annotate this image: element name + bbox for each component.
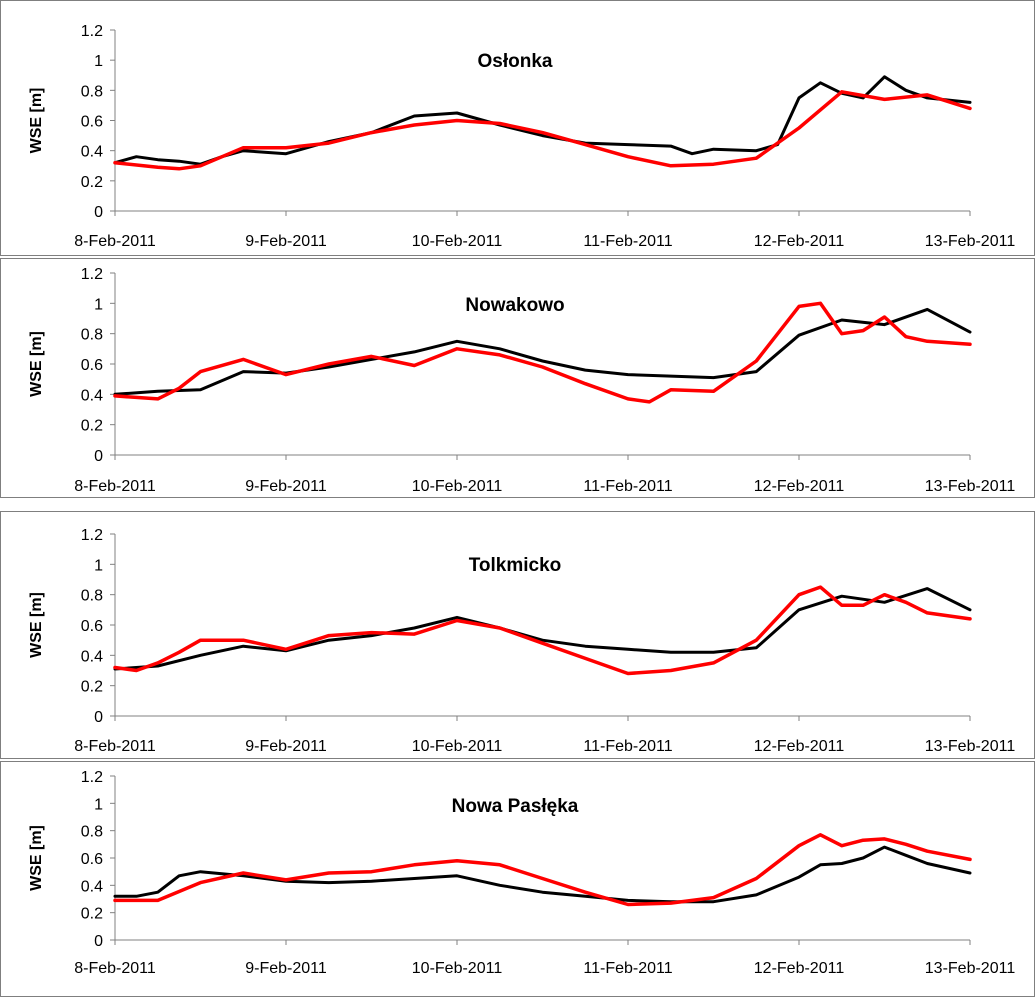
chart-title: Nowa Pasłęka xyxy=(452,796,579,817)
x-tick-label: 8-Feb-2011 xyxy=(74,960,156,977)
chart-title: Nowakowo xyxy=(465,295,564,316)
x-tick-label: 9-Feb-2011 xyxy=(245,478,327,495)
y-axis-title: WSE [m] xyxy=(28,88,45,154)
y-axis-title: WSE [m] xyxy=(28,592,45,658)
x-tick-label: 13-Feb-2011 xyxy=(925,960,1016,977)
x-tick-label: 13-Feb-2011 xyxy=(925,233,1016,250)
x-tick-label: 12-Feb-2011 xyxy=(754,233,845,250)
y-axis-title: WSE [m] xyxy=(28,825,45,891)
y-tick-label: 0.2 xyxy=(81,906,103,923)
y-tick-label: 0 xyxy=(94,448,103,465)
x-tick-label: 13-Feb-2011 xyxy=(925,738,1016,755)
y-tick-label: 0.2 xyxy=(81,174,103,191)
x-tick-label: 11-Feb-2011 xyxy=(583,233,672,250)
y-tick-label: 0.6 xyxy=(81,851,103,868)
y-tick-label: 0 xyxy=(94,933,103,950)
y-tick-label: 1.2 xyxy=(81,527,103,544)
chart-svg: 0 0.2 0.4 0.6 0.8 1 1.2 8-Feb-2011 9-Feb-2011 10-… xyxy=(28,769,1016,977)
x-tick-label: 11-Feb-2011 xyxy=(583,738,672,755)
modelled-series-line xyxy=(113,585,972,676)
x-tick-label: 8-Feb-2011 xyxy=(74,233,156,250)
y-axis-title: WSE [m] xyxy=(28,331,45,397)
y-tick-label: 0.4 xyxy=(81,648,103,665)
y-tick-label: 0.8 xyxy=(81,824,103,841)
y-tick-label: 1.2 xyxy=(81,769,103,786)
x-tick-label: 10-Feb-2011 xyxy=(412,478,503,495)
chart-panel-oslonka: 0 0.2 0.4 0.6 0.8 1 1.2 8-Feb-2011 9-Feb-2011 10-… xyxy=(0,0,1035,256)
chart-panel-nowakowo: 0 0.2 0.4 0.6 0.8 1 1.2 8-Feb-2011 9-Feb-2011 10-… xyxy=(0,258,1035,498)
observed-series-line xyxy=(113,845,972,904)
chart-svg: 0 0.2 0.4 0.6 0.8 1 1.2 8-Feb-2011 9-Feb-2011 10-… xyxy=(28,23,1016,250)
y-tick-label: 0.2 xyxy=(81,679,103,696)
x-tick-label: 9-Feb-2011 xyxy=(245,233,327,250)
chart-panel-nowa-pasleka: 0 0.2 0.4 0.6 0.8 1 1.2 8-Feb-2011 9-Feb-2011 10-… xyxy=(0,761,1035,997)
x-tick-label: 8-Feb-2011 xyxy=(74,738,156,755)
x-tick-label: 9-Feb-2011 xyxy=(245,738,327,755)
x-tick-label: 10-Feb-2011 xyxy=(412,960,503,977)
y-tick-label: 0.4 xyxy=(81,878,103,895)
y-tick-label: 0.4 xyxy=(81,387,103,404)
observed-series-line xyxy=(113,75,972,166)
chart-svg: 0 0.2 0.4 0.6 0.8 1 1.2 8-Feb-2011 9-Feb-2011 10-… xyxy=(28,266,1016,495)
y-tick-label: 1.2 xyxy=(81,266,103,283)
y-tick-label: 0.4 xyxy=(81,144,103,161)
observed-series-line xyxy=(113,587,972,671)
modelled-series-line xyxy=(113,90,972,171)
x-tick-label: 10-Feb-2011 xyxy=(412,233,503,250)
x-tick-label: 12-Feb-2011 xyxy=(754,960,845,977)
x-tick-label: 9-Feb-2011 xyxy=(245,960,327,977)
chart-svg: 0 0.2 0.4 0.6 0.8 1 1.2 8-Feb-2011 9-Feb-2011 10-… xyxy=(28,527,1016,755)
y-tick-label: 1.2 xyxy=(81,23,103,40)
x-tick-label: 12-Feb-2011 xyxy=(754,738,845,755)
y-tick-label: 1 xyxy=(94,296,103,313)
x-tick-label: 11-Feb-2011 xyxy=(583,960,672,977)
modelled-series-line xyxy=(113,301,972,404)
y-tick-label: 0 xyxy=(94,709,103,726)
observed-series-line xyxy=(113,307,972,396)
y-tick-label: 0.6 xyxy=(81,357,103,374)
y-tick-label: 0.8 xyxy=(81,588,103,605)
y-tick-label: 1 xyxy=(94,557,103,574)
chart-panel-tolkmicko: 0 0.2 0.4 0.6 0.8 1 1.2 8-Feb-2011 9-Feb-2011 10-… xyxy=(0,511,1035,759)
y-tick-label: 0.6 xyxy=(81,618,103,635)
x-tick-label: 12-Feb-2011 xyxy=(754,478,845,495)
chart-title: Tolkmicko xyxy=(469,555,562,576)
x-tick-label: 13-Feb-2011 xyxy=(925,478,1016,495)
y-tick-label: 0.8 xyxy=(81,327,103,344)
chart-title: Osłonka xyxy=(478,51,553,72)
y-tick-label: 0.6 xyxy=(81,114,103,131)
x-tick-label: 11-Feb-2011 xyxy=(583,478,672,495)
y-tick-label: 0.8 xyxy=(81,83,103,100)
x-tick-label: 8-Feb-2011 xyxy=(74,478,156,495)
modelled-series-line xyxy=(113,833,972,907)
y-tick-label: 0.2 xyxy=(81,418,103,435)
x-tick-label: 10-Feb-2011 xyxy=(412,738,503,755)
y-tick-label: 0 xyxy=(94,204,103,221)
y-tick-label: 1 xyxy=(94,53,103,70)
y-tick-label: 1 xyxy=(94,796,103,813)
